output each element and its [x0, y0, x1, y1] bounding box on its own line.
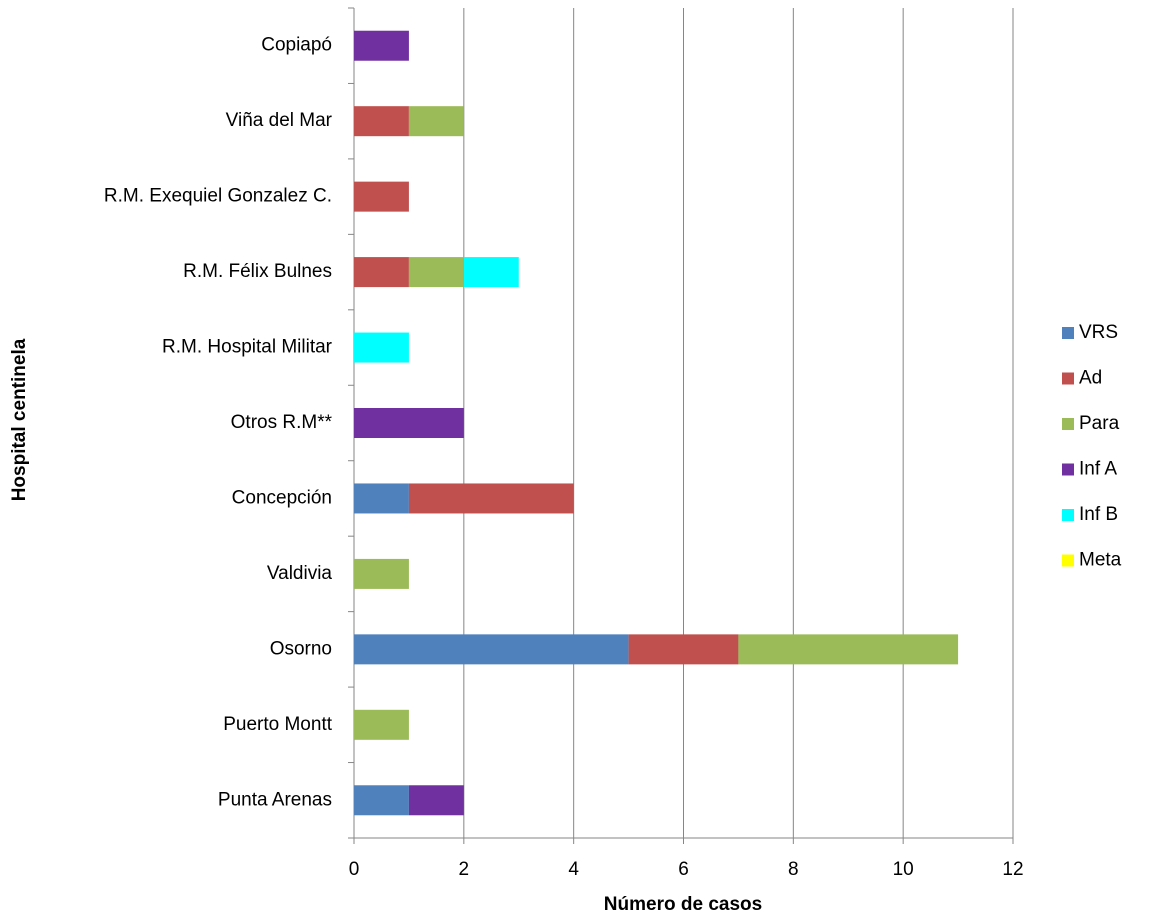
legend-swatch: [1062, 372, 1074, 385]
legend-label: Inf A: [1079, 459, 1117, 480]
y-tick-label: R.M. Félix Bulnes: [183, 261, 332, 282]
legend-swatch: [1062, 327, 1074, 339]
x-tick-label: 0: [349, 859, 360, 880]
bar: [354, 785, 409, 816]
y-tick-label: Viña del Mar: [226, 110, 333, 131]
legend-label: VRS: [1079, 322, 1118, 343]
y-tick-label: Copiapó: [261, 35, 332, 56]
bar: [354, 483, 409, 514]
y-tick-label: Otros R.M**: [231, 412, 333, 433]
bar: [354, 106, 409, 137]
bar: [354, 709, 409, 740]
bar: [354, 408, 464, 438]
x-tick-label: 4: [568, 859, 579, 880]
y-axis-title: Hospital centinela: [9, 338, 30, 501]
legend-label: Inf B: [1079, 504, 1118, 525]
legend-swatch: [1062, 554, 1074, 567]
legend-swatch: [1062, 509, 1074, 521]
x-tick-label: 12: [1002, 859, 1023, 880]
bar: [408, 257, 464, 288]
y-tick-label: Valdivia: [267, 563, 333, 584]
legend-swatch: [1062, 418, 1074, 430]
bar: [738, 634, 959, 665]
bar: [354, 558, 409, 589]
bar: [354, 257, 409, 288]
x-tick-label: 8: [788, 859, 799, 880]
legend-label: Ad: [1079, 368, 1102, 389]
y-tick-label: Puerto Montt: [223, 714, 332, 735]
bar: [354, 634, 629, 665]
legend-label: Para: [1079, 413, 1120, 434]
bar: [354, 181, 409, 212]
legend-label: Meta: [1079, 550, 1122, 571]
y-tick-label: Osorno: [270, 638, 332, 659]
bar: [408, 785, 464, 816]
x-tick-label: 2: [459, 859, 470, 880]
y-tick-label: Concepción: [232, 487, 332, 508]
y-tick-label: R.M. Exequiel Gonzalez C.: [104, 186, 332, 207]
bar: [408, 106, 464, 137]
y-tick-label: R.M. Hospital Militar: [162, 337, 333, 358]
x-axis-title: Número de casos: [604, 894, 762, 915]
bar: [408, 483, 574, 514]
legend-swatch: [1062, 463, 1074, 476]
bar: [354, 30, 409, 61]
bar: [628, 634, 739, 665]
bar: [463, 257, 519, 288]
y-tick-label: Punta Arenas: [218, 789, 332, 810]
x-tick-label: 6: [678, 859, 689, 880]
x-tick-label: 10: [893, 859, 914, 880]
bar: [354, 332, 409, 363]
